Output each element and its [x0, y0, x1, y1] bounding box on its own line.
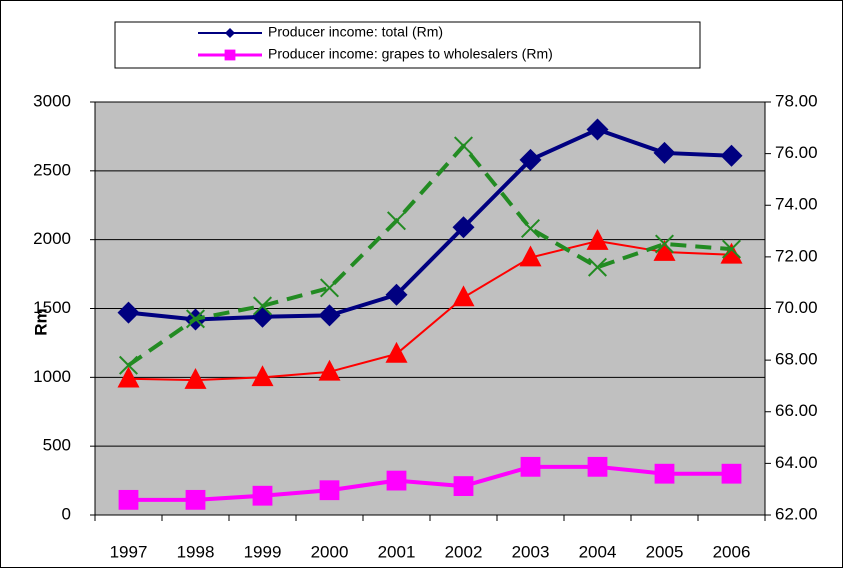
x-tick-label: 1998 — [177, 542, 215, 561]
y2-tick-label: 68.00 — [775, 350, 818, 369]
marker — [117, 301, 140, 324]
marker — [654, 234, 675, 254]
marker — [386, 470, 407, 491]
x-tick-label: 1999 — [244, 542, 282, 561]
marker — [184, 367, 207, 389]
marker — [653, 141, 676, 164]
y2-tick-label: 62.00 — [775, 504, 818, 523]
y-tick-label: 3000 — [33, 91, 71, 110]
x-tick-label: 2006 — [713, 542, 751, 561]
marker — [185, 309, 206, 329]
y-tick-label: 0 — [62, 504, 71, 523]
marker — [721, 463, 742, 484]
marker — [118, 489, 139, 510]
y-axis-label: Rm — [31, 308, 50, 335]
y2-tick-label: 78.00 — [775, 91, 818, 110]
marker — [520, 218, 541, 238]
marker — [385, 341, 408, 363]
marker — [586, 228, 609, 250]
marker — [251, 365, 274, 387]
legend-box — [114, 21, 701, 69]
y2-tick-label: 72.00 — [775, 246, 818, 265]
y2-tick-label: 76.00 — [775, 143, 818, 162]
marker — [252, 485, 273, 506]
marker — [224, 49, 236, 61]
series-line — [128, 240, 732, 382]
marker — [653, 239, 676, 261]
x-tick-label: 1997 — [110, 542, 148, 561]
marker — [319, 278, 340, 298]
marker — [318, 359, 341, 381]
x-tick-label: 2003 — [512, 542, 550, 561]
marker — [453, 136, 474, 156]
legend-label: Producer income: grapes to wholesalers (… — [268, 46, 553, 62]
y2-tick-label: 64.00 — [775, 453, 818, 472]
y-tick-label: 2500 — [33, 160, 71, 179]
y-tick-label: 500 — [43, 436, 71, 455]
marker — [519, 245, 542, 267]
marker — [720, 242, 743, 264]
marker — [453, 476, 474, 496]
series-line — [127, 143, 732, 367]
legend: Producer income: total (Rm) Producer inco… — [114, 21, 701, 69]
y-tick-label: 2000 — [33, 229, 71, 248]
y-tick-label: 1500 — [33, 298, 71, 317]
marker — [386, 211, 407, 231]
marker — [117, 366, 140, 388]
marker — [118, 355, 139, 375]
x-tick-label: 2004 — [579, 542, 617, 561]
y-tick-label: 1000 — [33, 367, 71, 386]
marker — [252, 296, 273, 316]
marker — [520, 456, 541, 477]
marker — [385, 283, 408, 306]
y2-tick-label: 74.00 — [775, 195, 818, 214]
x-tick-label: 2005 — [646, 542, 684, 561]
marker — [318, 304, 341, 327]
marker — [319, 480, 340, 501]
y2-tick-label: 70.00 — [775, 298, 818, 317]
marker — [225, 28, 235, 38]
marker — [452, 216, 475, 239]
marker — [720, 144, 743, 167]
marker — [721, 239, 742, 259]
marker — [185, 489, 206, 510]
marker — [654, 463, 675, 484]
series-line — [128, 127, 732, 322]
series-line — [128, 464, 732, 502]
marker — [452, 285, 475, 307]
x-tick-label: 2000 — [311, 542, 349, 561]
marker — [587, 456, 608, 477]
y2-tick-label: 66.00 — [775, 401, 818, 420]
marker — [587, 257, 608, 277]
x-tick-label: 2002 — [445, 542, 483, 561]
x-tick-label: 2001 — [378, 542, 416, 561]
legend-label: Producer income: total (Rm) — [268, 24, 443, 40]
marker — [519, 148, 542, 171]
marker — [586, 118, 609, 141]
